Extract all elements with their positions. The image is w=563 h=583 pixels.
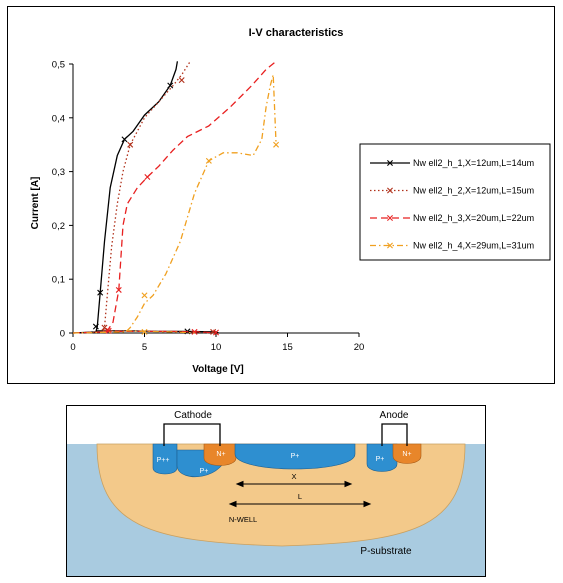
x-dimension-arrow [235,480,353,488]
y-axis-label: Current [A] [30,177,41,230]
series-4 [72,74,280,335]
y-tick-label: 0,1 [52,275,65,286]
x-tick-label: 0 [70,342,75,353]
x-tick-label: 20 [354,342,365,353]
series-layer [72,60,280,336]
legend-label: Nw ell2_h_4,X=29um,L=31um [413,241,534,251]
x-tick-label: 5 [142,342,147,353]
x-tick-label: 15 [282,342,293,353]
series-line [72,74,277,334]
data-point-marker [387,242,393,249]
data-point-marker [213,329,219,336]
legend-entry-2: Nw ell2_h_2,X=12um,L=15um [370,186,534,196]
y-tick-label: 0,3 [52,167,65,178]
l-dimension-arrow [228,500,372,508]
data-point-marker [205,157,212,164]
series-1 [72,61,220,335]
y-tick-label: 0,2 [52,221,65,232]
data-point-marker [387,160,393,166]
legend-entry-4: Nw ell2_h_4,X=29um,L=31um [370,241,534,251]
data-point-marker [191,328,198,335]
series-2 [72,60,217,335]
device-cross-section: Cathode Anode P++ N+ P+ P+ P+ N+ X L N-W… [66,405,486,577]
data-point-marker [141,292,148,299]
series-line [72,61,179,334]
data-point-marker [273,141,280,148]
p-plus-anode-region [366,443,398,472]
series-3 [72,60,277,336]
x-axis-label: Voltage [V] [192,364,243,375]
series-return-line [125,330,195,334]
p-plus-plus-region [152,443,178,475]
n-plus-cathode-region [203,443,237,466]
series-line [72,60,191,334]
l-dimension-label: L [298,492,302,501]
data-point-marker [178,77,185,84]
legend-label: Nw ell2_h_2,X=12um,L=15um [413,186,534,196]
data-point-marker [387,215,393,221]
data-point-marker [97,289,104,296]
data-point-marker [115,286,122,293]
anode-label: Anode [380,410,409,421]
p-plus-center-region [234,443,356,470]
legend-entry-3: Nw ell2_h_3,X=20um,L=22um [370,213,534,223]
chart-title: I-V characteristics [249,27,344,39]
data-point-marker [387,187,393,194]
y-tick-label: 0,5 [52,60,65,71]
data-point-marker [121,136,128,143]
data-point-marker [167,82,174,89]
x-tick-label: 10 [211,342,222,353]
data-point-marker [144,173,151,180]
cross-section-svg: Cathode Anode P++ N+ P+ P+ P+ N+ X L N-W… [67,410,485,576]
data-point-marker [92,323,99,330]
p-plus-center-label: P+ [291,453,300,460]
series-line [72,60,277,334]
p-substrate-label: P-substrate [360,546,412,557]
anode-electrode [381,423,408,446]
n-plus-anode-label: N+ [402,451,411,458]
p-plus-plus-label: P++ [157,457,170,464]
chart-legend: Nw ell2_h_1,X=12um,L=14um Nw ell2_h_2,X=1… [359,143,551,261]
data-point-marker [127,141,134,148]
legend-label: Nw ell2_h_1,X=12um,L=14um [413,158,534,168]
p-plus-anode-label: P+ [376,456,385,463]
chart-panel: I-V characteristics 0 5 10 15 20 0 0,1 0,2 0,3 0,… [7,6,555,384]
y-tick-label: 0 [60,329,65,340]
n-well-label: N-WELL [229,515,257,524]
iv-chart: I-V characteristics 0 5 10 15 20 0 0,1 0,2 0,3 0,… [30,27,551,375]
legend-entry-1: Nw ell2_h_1,X=12um,L=14um [370,158,534,168]
data-point-marker [141,328,148,335]
cathode-electrode [163,423,221,446]
legend-label: Nw ell2_h_3,X=20um,L=22um [413,213,534,223]
n-plus-cathode-label: N+ [216,451,225,458]
chart-axes: 0 5 10 15 20 0 0,1 0,2 0,3 0,4 0,5 [52,60,365,354]
p-plus-left-label: P+ [200,468,209,475]
x-dimension-label: X [291,472,296,481]
y-tick-label: 0,4 [52,113,65,124]
n-plus-anode-region [392,443,422,464]
cathode-label: Cathode [174,410,212,421]
